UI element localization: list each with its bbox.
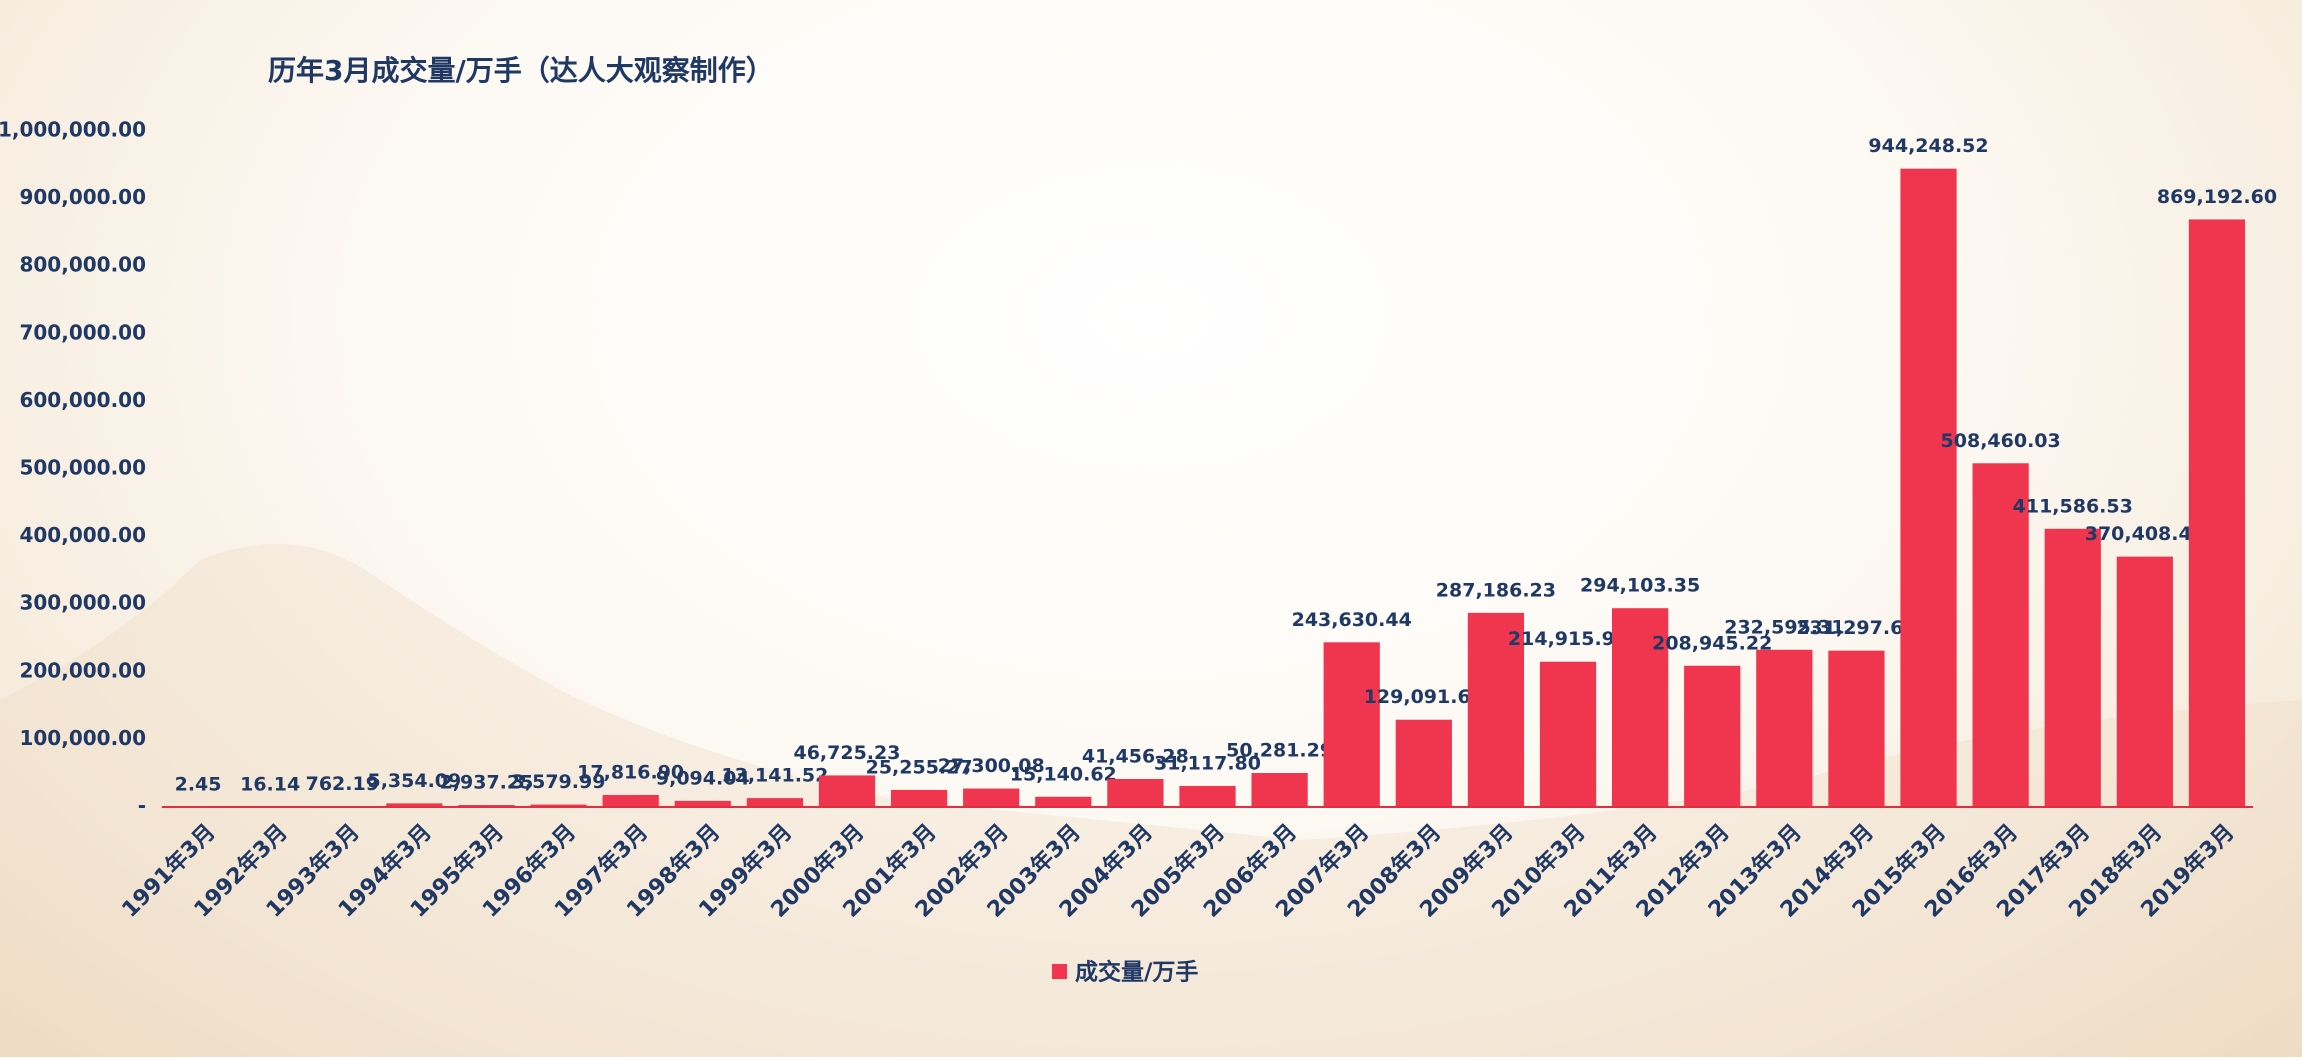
legend-swatch xyxy=(1052,964,1067,979)
value-label: 129,091.62 xyxy=(1364,686,1484,708)
bar xyxy=(1251,773,1307,807)
value-label: 508,460.03 xyxy=(1941,430,2061,452)
y-tick-label: 1,000,000.00 xyxy=(0,118,146,142)
value-label: 243,630.44 xyxy=(1292,609,1412,631)
bar xyxy=(747,798,803,807)
value-label: 2.45 xyxy=(175,773,222,795)
bar xyxy=(1540,662,1596,807)
bar xyxy=(963,789,1019,807)
bar xyxy=(2189,219,2245,807)
bar xyxy=(2117,557,2173,807)
value-label: 287,186.23 xyxy=(1436,579,1556,601)
bar xyxy=(1396,720,1452,807)
y-tick-label: 500,000.00 xyxy=(19,456,146,480)
value-label: 294,103.35 xyxy=(1580,575,1700,597)
y-tick-label: 400,000.00 xyxy=(19,523,146,547)
chart-title: 历年3月成交量/万手（达人大观察制作） xyxy=(268,54,774,87)
value-label: 16.14 xyxy=(240,773,300,795)
value-label: 231,297.66 xyxy=(1796,617,1916,639)
bar xyxy=(1900,169,1956,807)
value-label: 411,586.53 xyxy=(2013,495,2133,517)
y-tick-label: 800,000.00 xyxy=(19,253,146,277)
value-label: 869,192.60 xyxy=(2157,186,2277,208)
bar xyxy=(603,795,659,807)
value-label: 214,915.94 xyxy=(1508,628,1628,650)
y-tick-label: - xyxy=(138,794,146,818)
bar xyxy=(1828,651,1884,807)
bar xyxy=(891,790,947,807)
bar xyxy=(1324,642,1380,807)
y-tick-label: 700,000.00 xyxy=(19,320,146,344)
y-tick-label: 100,000.00 xyxy=(19,726,146,750)
bar xyxy=(1107,779,1163,807)
bar xyxy=(1035,797,1091,807)
bar xyxy=(819,775,875,807)
y-tick-label: 600,000.00 xyxy=(19,388,146,412)
y-tick-label: 200,000.00 xyxy=(19,658,146,682)
value-label: 50,281.29 xyxy=(1226,740,1333,762)
legend-label: 成交量/万手 xyxy=(1075,959,1198,986)
value-label: 944,248.52 xyxy=(1868,135,1988,157)
bar xyxy=(1756,650,1812,807)
value-label: 13,141.52 xyxy=(721,765,828,787)
y-tick-label: 900,000.00 xyxy=(19,185,146,209)
bar xyxy=(1179,786,1235,807)
y-tick-label: 300,000.00 xyxy=(19,591,146,615)
bar xyxy=(1684,666,1740,807)
value-label: 370,408.42 xyxy=(2085,523,2205,545)
bar xyxy=(2045,529,2101,807)
